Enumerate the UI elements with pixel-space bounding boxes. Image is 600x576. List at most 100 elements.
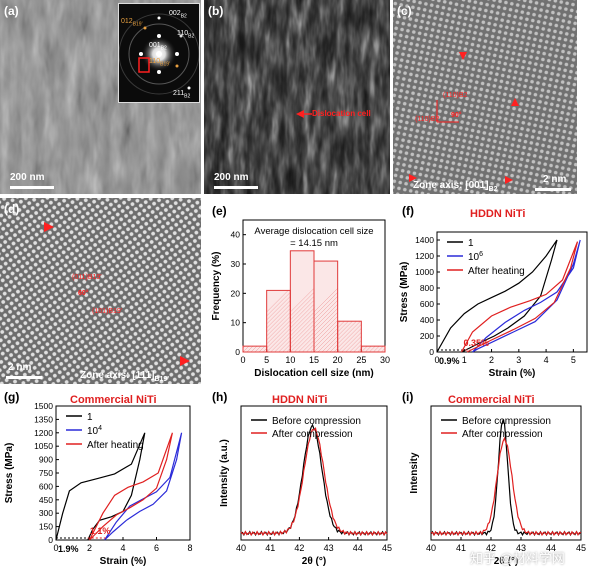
y-tick-label: 1200 bbox=[415, 251, 434, 261]
x-tick-label: 40 bbox=[426, 543, 436, 553]
x-tick-label: 43 bbox=[324, 543, 334, 553]
y-tick-label: 600 bbox=[39, 481, 53, 491]
legend-label: After compression bbox=[272, 429, 353, 440]
x-axis-label: 2θ (°) bbox=[302, 556, 326, 567]
chart-g-stress-strain: 0 2 4 6 8 0 150 300 450 600 750 900 1050 1200 1350 1500… bbox=[4, 401, 193, 567]
histogram-hatch bbox=[242, 345, 246, 349]
histogram-hatch bbox=[290, 292, 315, 317]
dislocation-marker-icon bbox=[409, 174, 417, 182]
histogram-hatch bbox=[266, 304, 291, 329]
histogram-hatch bbox=[321, 336, 338, 353]
plane-label-1: (011)B19' bbox=[72, 274, 102, 281]
panel-d-hrtem-image: (d) (011)B19' (101)B19' 60° Zone axis: [… bbox=[0, 198, 201, 384]
panel-label-h: (h) bbox=[212, 390, 228, 404]
histogram-hatch bbox=[250, 345, 258, 353]
histogram-hatch bbox=[361, 345, 364, 349]
histogram-hatch bbox=[365, 345, 372, 353]
x-tick-label: 1 bbox=[462, 355, 467, 365]
histogram-hatch bbox=[294, 332, 315, 353]
saed-label-002: 002B2 bbox=[169, 10, 187, 20]
y-tick-label: 900 bbox=[39, 455, 53, 465]
histogram-hatch bbox=[369, 345, 376, 353]
x-tick-label: 5 bbox=[571, 355, 576, 365]
strain-annotation-2: 1.1% bbox=[90, 526, 111, 536]
scalebar-line bbox=[535, 188, 571, 191]
series-line bbox=[472, 239, 581, 353]
chart-f-title: HDDN NiTi bbox=[470, 208, 526, 220]
dislocation-marker-icon bbox=[180, 356, 190, 366]
y-tick-label: 450 bbox=[39, 495, 53, 505]
scalebar-label: 200 nm bbox=[10, 172, 45, 183]
y-tick-label: 0 bbox=[48, 535, 53, 545]
histogram-hatch bbox=[377, 345, 384, 353]
histogram-hatch bbox=[313, 328, 338, 353]
dislocation-marker-icon bbox=[511, 98, 519, 106]
histogram-hatch bbox=[345, 336, 362, 353]
histogram-hatch bbox=[270, 332, 291, 353]
x-tick-label: 4 bbox=[120, 543, 125, 553]
y-tick-label: 10 bbox=[231, 318, 241, 328]
y-tick-label: 1000 bbox=[415, 267, 434, 277]
panel-label-b: (b) bbox=[208, 4, 224, 18]
series-line bbox=[88, 432, 173, 541]
chart-h-title: HDDN NiTi bbox=[272, 394, 328, 406]
dislocation-cell-label: Dislocation cell bbox=[312, 109, 371, 118]
histogram-hatch bbox=[290, 288, 315, 313]
histogram-hatch bbox=[290, 300, 315, 325]
strain-annotation-1: 1.9% bbox=[58, 544, 79, 554]
x-tick-label: 42 bbox=[294, 543, 304, 553]
histogram-bar bbox=[289, 250, 315, 353]
legend-label: 104 bbox=[87, 425, 102, 437]
chart-i-title: Commercial NiTi bbox=[448, 394, 535, 406]
dislocation-marker-icon bbox=[505, 176, 513, 184]
panel-c-hrtem-image: (c) (110)B2 (110)B2 90° Zone axis: [001]… bbox=[393, 0, 577, 194]
histogram-hatch bbox=[266, 328, 291, 353]
y-tick-label: 1200 bbox=[34, 428, 53, 438]
dislocation-arrow-icon bbox=[296, 110, 312, 118]
x-tick-label: 42 bbox=[486, 543, 496, 553]
x-tick-label: 20 bbox=[333, 355, 343, 365]
histogram-hatch bbox=[313, 316, 338, 341]
histogram-hatch bbox=[282, 344, 291, 353]
scalebar-line bbox=[214, 186, 258, 189]
chart-e-histogram: 0 5 10 15 20 25 30 0 10 20 30 40 Dislocation cell si… bbox=[211, 219, 390, 379]
histogram-hatch bbox=[337, 328, 362, 353]
scalebar-line bbox=[10, 186, 54, 189]
histogram-bar bbox=[360, 345, 386, 353]
y-axis-label: Frequency (%) bbox=[211, 252, 222, 321]
histogram-hatch bbox=[313, 312, 338, 337]
y-axis-label: Stress (MPa) bbox=[399, 262, 410, 323]
x-tick-label: 5 bbox=[264, 355, 269, 365]
tem-dark-field-texture bbox=[204, 0, 390, 194]
y-tick-label: 0 bbox=[429, 347, 434, 357]
panel-b-tem-image: (b) Dislocation cell 200 nm bbox=[204, 0, 390, 194]
y-tick-label: 800 bbox=[420, 283, 434, 293]
panel-label-g: (g) bbox=[4, 390, 20, 404]
saed-label-001: 001B2 bbox=[149, 42, 167, 52]
scalebar-label: 200 nm bbox=[214, 172, 249, 183]
legend-label: After compression bbox=[462, 429, 543, 440]
histogram-hatch bbox=[337, 324, 362, 349]
histogram-hatch bbox=[258, 345, 266, 353]
series-line bbox=[460, 241, 579, 353]
plane-label-2: (101)B19' bbox=[92, 308, 123, 315]
y-tick-label: 400 bbox=[420, 315, 434, 325]
x-tick-label: 45 bbox=[382, 543, 392, 553]
histogram-hatch bbox=[290, 320, 315, 345]
histogram-hatch bbox=[313, 308, 338, 333]
histogram-hatch bbox=[286, 348, 291, 353]
x-axis-label: Dislocation cell size (nm) bbox=[254, 368, 373, 379]
x-tick-label: 0 bbox=[434, 355, 439, 365]
histogram-hatch bbox=[266, 312, 291, 337]
histogram-hatch bbox=[290, 296, 315, 321]
y-tick-label: 1500 bbox=[34, 401, 53, 411]
x-tick-label: 44 bbox=[353, 543, 363, 553]
histogram-hatch bbox=[290, 312, 315, 337]
histogram-hatch bbox=[298, 336, 315, 353]
histogram-hatch bbox=[306, 344, 315, 353]
histogram-hatch bbox=[313, 296, 338, 321]
plane-label-2: (110)B2 bbox=[415, 116, 440, 123]
histogram-hatch bbox=[266, 320, 291, 345]
saed-pattern bbox=[118, 13, 200, 95]
angle-label: 60° bbox=[78, 290, 89, 297]
